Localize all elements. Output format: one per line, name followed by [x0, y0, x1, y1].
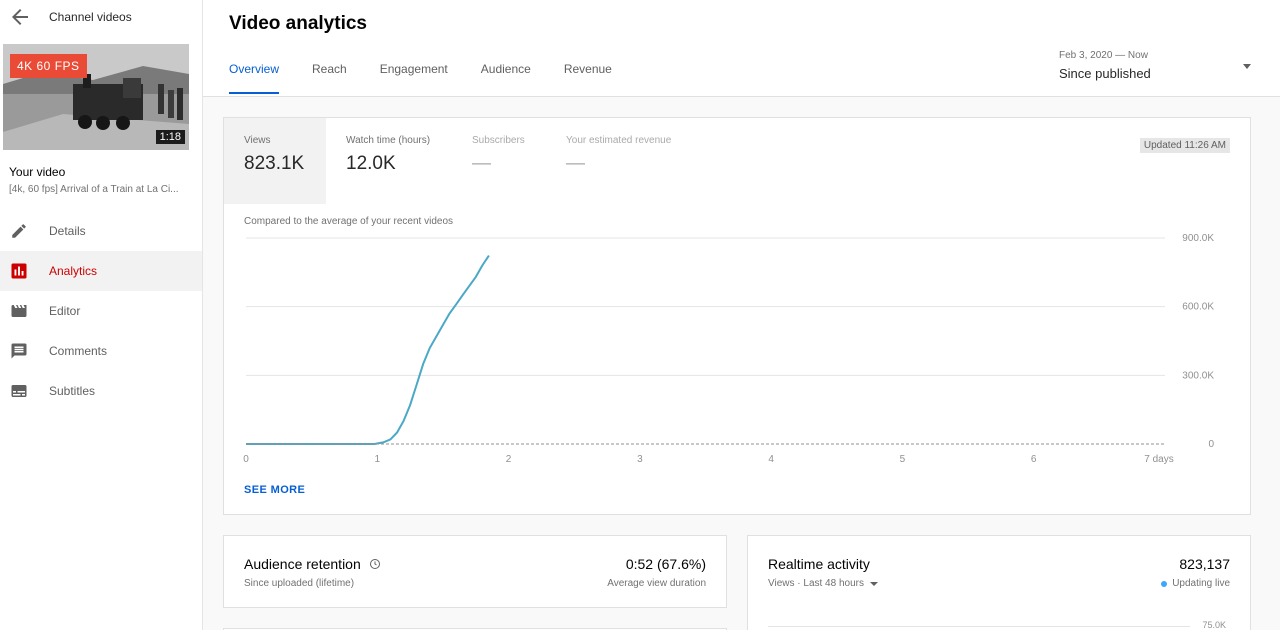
back-arrow-icon[interactable] [8, 5, 32, 29]
tab-revenue[interactable]: Revenue [563, 62, 612, 76]
metric-watch-time[interactable]: Watch time (hours) 12.0K [326, 118, 452, 204]
y-tick-label: 0 [1208, 439, 1214, 450]
realtime-subtitle-row[interactable]: Views · Last 48 hours [768, 578, 878, 589]
views-series-line [246, 255, 490, 445]
video-duration: 1:18 [155, 130, 185, 144]
card-title: Audience retention [244, 556, 381, 572]
live-status: Updating live [1161, 578, 1230, 589]
live-dot-icon [1161, 580, 1168, 587]
metric-value: 823.1K [244, 153, 305, 174]
sidebar: Channel videos 4K 60 FPS 1:18 Your v [0, 0, 203, 630]
sidebar-item-editor[interactable]: Editor [0, 291, 202, 331]
comparison-note: Compared to the average of your recent v… [244, 216, 454, 227]
video-thumbnail[interactable]: 4K 60 FPS 1:18 [3, 44, 189, 150]
clock-icon[interactable] [369, 558, 381, 570]
x-tick-label: 4 [768, 454, 774, 465]
metric-subscribers[interactable]: Subscribers — [452, 118, 546, 204]
metric-label: Your estimated revenue [566, 135, 672, 146]
tab-overview[interactable]: Overview [229, 62, 280, 94]
clapperboard-icon [10, 302, 28, 320]
caret-down-icon[interactable] [869, 581, 878, 586]
sidebar-item-details[interactable]: Details [0, 211, 202, 251]
sidebar-item-label: Subtitles [49, 384, 96, 398]
sidebar-header: Channel videos [0, 0, 202, 36]
x-tick-label: 6 [1031, 454, 1037, 465]
page-title: Video analytics [229, 13, 367, 34]
realtime-title: Realtime activity [768, 556, 870, 572]
metric-label: Watch time (hours) [346, 135, 431, 146]
sidebar-item-analytics[interactable]: Analytics [0, 251, 202, 291]
channel-videos-link[interactable]: Channel videos [49, 10, 132, 24]
x-tick-label: 5 [900, 454, 906, 465]
sidebar-item-subtitles[interactable]: Subtitles [0, 371, 202, 411]
sidebar-item-label: Editor [49, 304, 81, 318]
4k-badge: 4K 60 FPS [10, 54, 87, 78]
retention-subtitle: Since uploaded (lifetime) [244, 578, 355, 589]
main-content: Video analytics Overview Reach Engagemen… [203, 0, 1280, 630]
y-tick-label: 600.0K [1182, 302, 1214, 313]
video-title: [4k, 60 fps] Arrival of a Train at La Ci… [9, 184, 179, 195]
y-tick-label: 900.0K [1182, 233, 1214, 244]
caret-down-icon [1243, 64, 1251, 69]
live-status-text: Updating live [1172, 578, 1230, 589]
metric-value: — [472, 153, 491, 174]
date-range-dates: Feb 3, 2020 — Now [1059, 50, 1148, 61]
realtime-subtitle: Views · Last 48 hours [768, 578, 864, 589]
realtime-value: 823,137 [1179, 556, 1230, 572]
date-range-selector[interactable]: Feb 3, 2020 — Now Since published [1059, 50, 1259, 86]
sidebar-item-comments[interactable]: Comments [0, 331, 202, 371]
sidebar-item-label: Details [49, 224, 86, 238]
comment-icon [10, 342, 28, 360]
subtitles-icon [10, 382, 28, 400]
metric-label: Views [244, 135, 271, 146]
sidebar-nav: Details Analytics Editor Comments [0, 211, 202, 411]
date-range-label: Since published [1059, 66, 1151, 81]
metric-views[interactable]: Views 823.1K [224, 118, 326, 204]
x-tick-label: 3 [637, 454, 643, 465]
overview-card: Views 823.1K Watch time (hours) 12.0K Su… [223, 117, 1251, 515]
metric-revenue[interactable]: Your estimated revenue — [546, 118, 686, 204]
x-tick-label: 2 [506, 454, 512, 465]
x-tick-label: 0 [243, 454, 249, 465]
metric-value: 12.0K [346, 153, 396, 174]
metric-label: Subscribers [472, 135, 525, 146]
tab-engagement[interactable]: Engagement [379, 62, 448, 76]
pencil-icon [10, 222, 28, 240]
partial-card [223, 628, 727, 630]
updated-badge: Updated 11:26 AM [1139, 138, 1230, 153]
analytics-icon [10, 262, 28, 280]
y-tick-label: 300.0K [1182, 370, 1214, 381]
metric-value: — [566, 153, 585, 174]
x-tick-label: 1 [375, 454, 381, 465]
audience-retention-card[interactable]: Audience retention Since uploaded (lifet… [223, 535, 727, 608]
train-thumbnail-image [3, 44, 189, 150]
tab-reach[interactable]: Reach [312, 62, 347, 76]
retention-value-label: Average view duration [607, 578, 706, 589]
your-video-label: Your video [9, 165, 66, 179]
axis-tick-label: 75.0K [1202, 620, 1226, 630]
tab-bar: Overview Reach Engagement Audience Reven… [229, 62, 645, 94]
sidebar-item-label: Comments [49, 344, 108, 358]
retention-title: Audience retention [244, 556, 361, 572]
tab-audience[interactable]: Audience [480, 62, 531, 76]
gridline [768, 626, 1190, 627]
x-tick-label: 7 days [1144, 454, 1173, 465]
page-header: Video analytics Overview Reach Engagemen… [203, 0, 1280, 97]
realtime-activity-card[interactable]: Realtime activity Views · Last 48 hours … [747, 535, 1251, 630]
views-line-chart: 0 300.0K 600.0K 900.0K 0 1 2 3 4 5 6 7 days [243, 233, 1214, 465]
see-more-link[interactable]: SEE MORE [244, 484, 306, 496]
retention-value: 0:52 (67.6%) [625, 556, 706, 572]
sidebar-item-label: Analytics [49, 264, 98, 278]
